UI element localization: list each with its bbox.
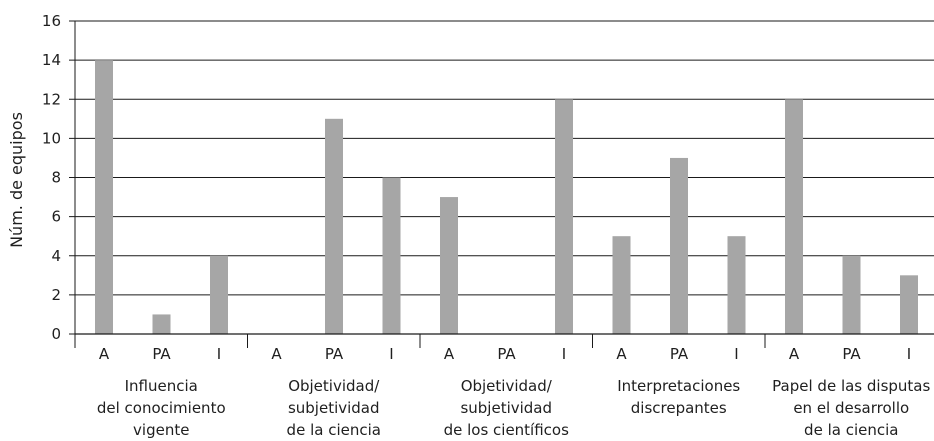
bar	[382, 177, 401, 334]
bar	[785, 99, 803, 334]
labels: 0 2 4 6 8 10 12 14 16 A PA I Influencia del conocimie…	[42, 12, 931, 439]
gridlines	[75, 20, 934, 296]
y-tick-label: 14	[42, 51, 61, 69]
group-label: en el desarrollo	[793, 399, 909, 417]
category-label: PA	[497, 345, 516, 363]
category-label: A	[271, 345, 282, 363]
category-label: I	[907, 345, 911, 363]
bar	[612, 236, 631, 334]
y-tick-label: 6	[51, 208, 61, 226]
bar	[670, 157, 688, 334]
category-label: I	[734, 345, 738, 363]
y-tick-label: 10	[42, 129, 61, 147]
category-label: I	[562, 345, 566, 363]
category-label: A	[99, 345, 110, 363]
y-tick-label: 0	[51, 325, 61, 343]
bars	[95, 60, 918, 334]
category-label: I	[217, 345, 221, 363]
group-label: subjetividad	[288, 399, 380, 417]
group-label: subjetividad	[460, 399, 552, 417]
group-label: de los científicos	[444, 421, 570, 439]
y-tick-label: 4	[51, 247, 61, 265]
bar	[95, 60, 113, 334]
bar	[440, 197, 458, 334]
group-label: Objetividad/	[288, 377, 380, 395]
group-label: discrepantes	[631, 399, 727, 417]
y-tick-label: 16	[42, 12, 61, 30]
bar	[727, 236, 746, 334]
y-tick-label: 8	[51, 169, 61, 187]
group-label: Influencia	[125, 377, 198, 395]
bar	[325, 118, 343, 334]
bar	[210, 255, 228, 334]
category-label: A	[789, 345, 800, 363]
bar	[900, 275, 918, 334]
category-label: PA	[152, 345, 171, 363]
category-label: PA	[325, 345, 344, 363]
category-label: I	[389, 345, 393, 363]
axes	[69, 20, 934, 348]
bar	[555, 99, 573, 334]
group-label: de la ciencia	[287, 421, 381, 439]
category-label: PA	[842, 345, 861, 363]
group-label: Papel de las disputas	[772, 377, 930, 395]
group-label: Objetividad/	[461, 377, 553, 395]
y-tick-label: 12	[42, 90, 61, 108]
bar	[842, 255, 861, 334]
y-axis-label: Núm. de equipos	[7, 112, 26, 248]
category-label: A	[444, 345, 455, 363]
group-label: Interpretaciones	[617, 377, 740, 395]
group-label: de la ciencia	[804, 421, 898, 439]
y-tick-label: 2	[51, 286, 61, 304]
group-label: vigente	[133, 421, 189, 439]
bar	[152, 314, 171, 334]
category-label: A	[616, 345, 627, 363]
category-label: PA	[670, 345, 689, 363]
group-label: del conocimiento	[97, 399, 226, 417]
